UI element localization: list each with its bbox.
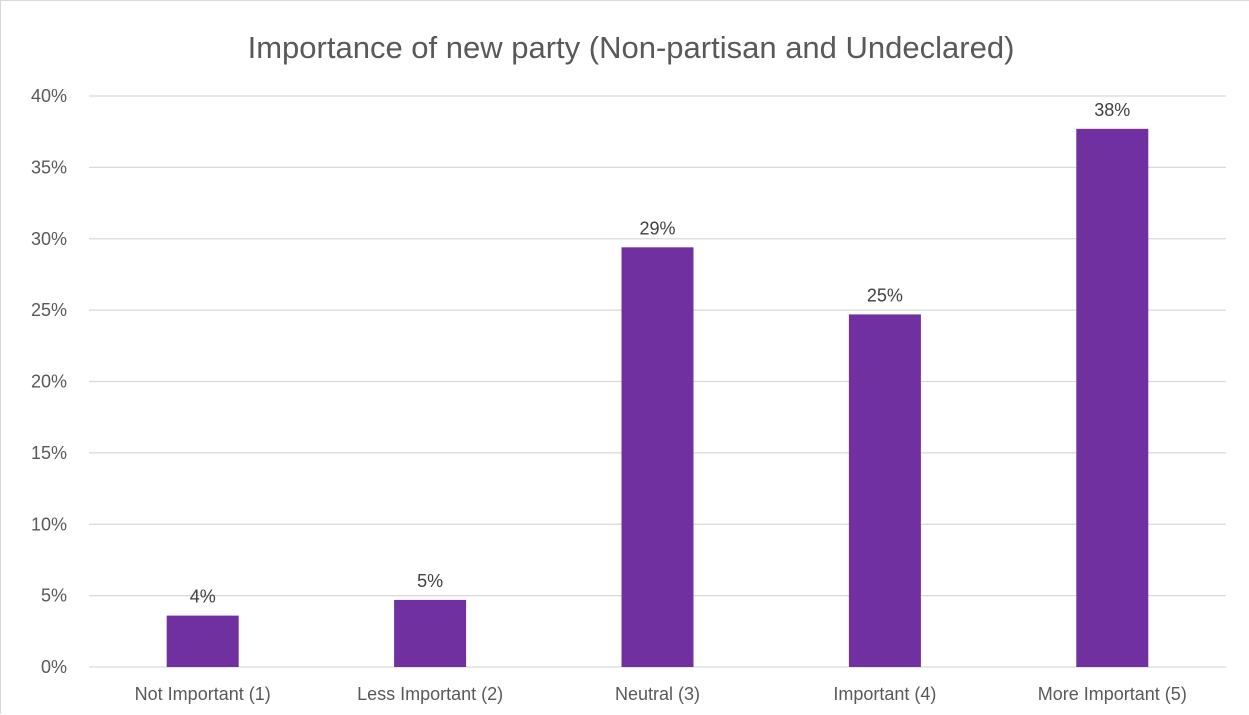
x-tick-label: Not Important (1) [135, 684, 271, 704]
bar [1076, 129, 1148, 667]
bars [167, 129, 1149, 667]
y-axis-ticks: 0% 5% 10% 15% 20% 25% 30% 35% 40% [31, 86, 67, 677]
data-label: 5% [417, 571, 443, 591]
data-label: 25% [867, 285, 903, 305]
x-axis-ticks: Not Important (1) Less Important (2) Neutr… [135, 684, 1187, 704]
y-tick-label: 5% [41, 586, 67, 606]
y-tick-label: 30% [31, 229, 67, 249]
x-tick-label: Less Important (2) [357, 684, 503, 704]
x-tick-label: More Important (5) [1038, 684, 1187, 704]
x-tick-label: Neutral (3) [615, 684, 700, 704]
chart-title: Importance of new party (Non-partisan an… [248, 30, 1015, 65]
bar [622, 247, 694, 667]
data-label: 4% [190, 587, 216, 607]
bar [849, 314, 921, 667]
y-tick-label: 10% [31, 514, 67, 534]
x-tick-label: Important (4) [833, 684, 936, 704]
y-tick-label: 35% [31, 157, 67, 177]
y-tick-label: 40% [31, 86, 67, 106]
y-tick-label: 0% [41, 657, 67, 677]
y-tick-label: 20% [31, 372, 67, 392]
bar [394, 600, 466, 667]
y-tick-label: 25% [31, 300, 67, 320]
data-label: 29% [639, 218, 675, 238]
y-tick-label: 15% [31, 443, 67, 463]
data-label: 38% [1094, 100, 1130, 120]
bar [167, 616, 239, 667]
